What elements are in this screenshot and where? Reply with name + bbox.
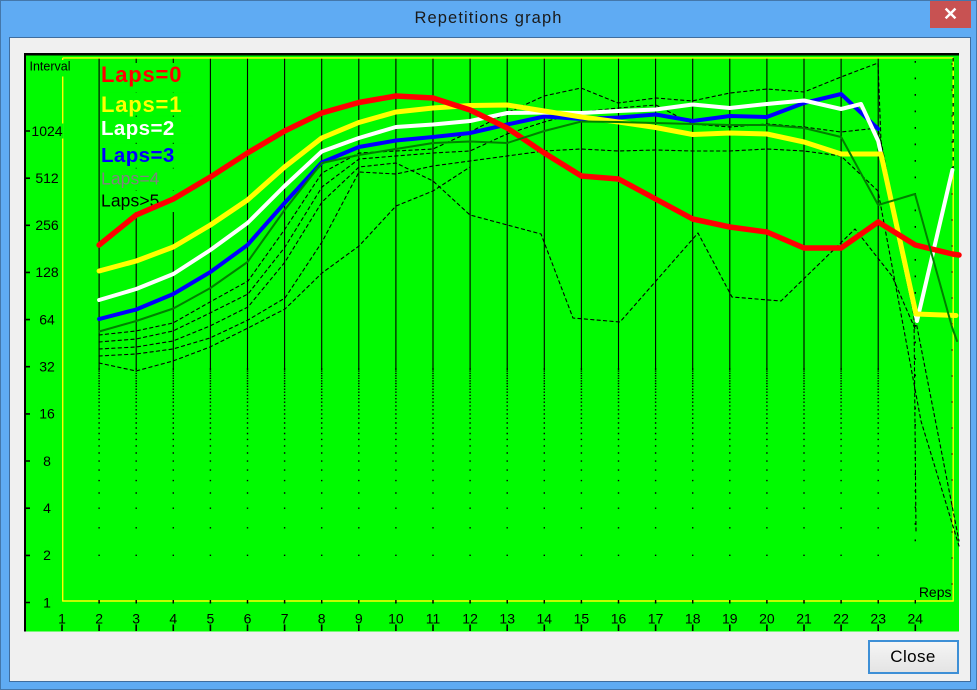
svg-text:3: 3 (132, 611, 140, 627)
svg-text:4: 4 (43, 500, 51, 516)
svg-text:Laps=2: Laps=2 (101, 117, 175, 140)
svg-text:12: 12 (462, 611, 478, 627)
svg-text:Laps=0: Laps=0 (101, 62, 182, 87)
svg-text:Laps=4: Laps=4 (101, 168, 160, 188)
svg-text:32: 32 (39, 359, 55, 375)
svg-text:64: 64 (39, 311, 55, 327)
svg-text:11: 11 (426, 611, 441, 627)
svg-text:Reps: Reps (919, 584, 952, 600)
svg-text:Interval: Interval (30, 60, 71, 74)
svg-text:22: 22 (833, 611, 849, 627)
svg-text:6: 6 (244, 611, 252, 627)
svg-text:23: 23 (870, 611, 886, 627)
svg-text:15: 15 (574, 611, 590, 627)
svg-text:9: 9 (355, 611, 363, 627)
svg-text:20: 20 (759, 611, 775, 627)
svg-text:4: 4 (169, 611, 177, 627)
svg-text:24: 24 (908, 611, 924, 627)
svg-text:2: 2 (95, 611, 103, 627)
svg-text:256: 256 (35, 217, 59, 233)
svg-text:1024: 1024 (31, 123, 62, 139)
svg-text:8: 8 (318, 611, 326, 627)
svg-text:1: 1 (43, 594, 51, 610)
svg-text:512: 512 (35, 170, 59, 186)
svg-text:1: 1 (58, 611, 66, 627)
svg-text:18: 18 (685, 611, 701, 627)
svg-text:128: 128 (35, 264, 59, 280)
svg-text:Laps>5: Laps>5 (101, 190, 160, 210)
svg-text:13: 13 (499, 611, 515, 627)
svg-text:16: 16 (611, 611, 627, 627)
svg-text:8: 8 (43, 453, 51, 469)
svg-text:Laps=1: Laps=1 (101, 92, 182, 117)
svg-text:16: 16 (39, 406, 55, 422)
svg-text:5: 5 (207, 611, 215, 627)
svg-text:14: 14 (537, 611, 553, 627)
svg-text:Laps=3: Laps=3 (101, 144, 175, 167)
svg-text:10: 10 (388, 611, 404, 627)
svg-text:17: 17 (648, 611, 664, 627)
svg-text:2: 2 (43, 547, 51, 563)
svg-text:21: 21 (796, 611, 812, 627)
svg-text:7: 7 (281, 611, 289, 627)
svg-text:19: 19 (722, 611, 738, 627)
